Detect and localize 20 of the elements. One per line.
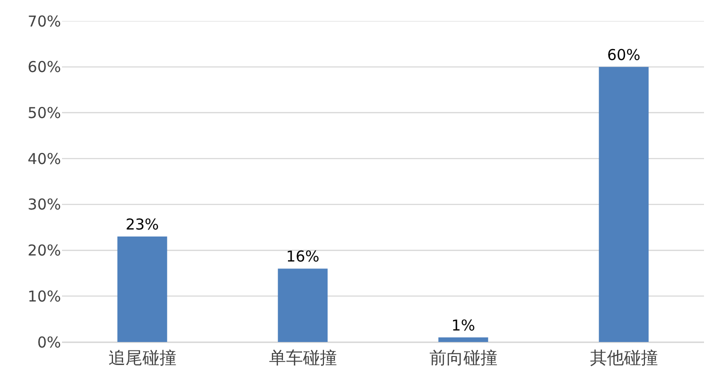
y-tick-label: 40% bbox=[28, 150, 61, 168]
y-tick-label: 60% bbox=[28, 58, 61, 76]
x-tick-label: 其他碰撞 bbox=[590, 348, 658, 368]
x-tick-label: 前向碰撞 bbox=[429, 348, 498, 368]
bar bbox=[438, 337, 488, 342]
y-tick-label: 10% bbox=[28, 287, 61, 306]
data-label: 16% bbox=[286, 248, 320, 266]
y-tick-label: 70% bbox=[28, 12, 61, 30]
x-tick-label: 追尾碰撞 bbox=[108, 348, 176, 368]
data-label: 1% bbox=[451, 316, 476, 334]
y-tick-label: 30% bbox=[28, 196, 61, 214]
data-label: 60% bbox=[607, 46, 640, 64]
bar bbox=[117, 236, 168, 342]
bar bbox=[598, 66, 649, 342]
bar bbox=[278, 268, 328, 342]
x-tick-label: 单车碰撞 bbox=[268, 348, 337, 368]
data-label: 23% bbox=[126, 216, 159, 234]
y-tick-label: 20% bbox=[28, 242, 61, 260]
y-tick-label: 50% bbox=[28, 104, 61, 122]
y-tick-label: 0% bbox=[37, 333, 61, 352]
